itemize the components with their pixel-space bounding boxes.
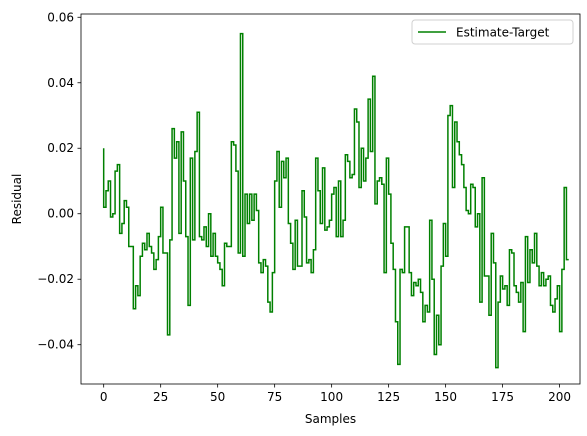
legend-box — [411, 19, 574, 45]
x-axis-label: Samples — [305, 412, 356, 426]
y-axis-label: Residual — [10, 174, 24, 225]
x-tick-label: 100 — [320, 390, 343, 404]
series-line-0 — [102, 32, 569, 369]
x-tick-label: 125 — [377, 390, 400, 404]
legend: Estimate-Target — [411, 19, 574, 45]
y-tick-label: 0.04 — [47, 76, 74, 90]
plot-content — [102, 32, 569, 369]
y-tick-label: −0.04 — [37, 338, 74, 352]
x-tick-label: 25 — [153, 390, 168, 404]
x-tick-label: 75 — [267, 390, 282, 404]
x-tick-label: 200 — [548, 390, 571, 404]
y-tick-label: 0.06 — [47, 10, 74, 24]
y-tick-label: −0.02 — [37, 272, 74, 286]
x-tick-label: 0 — [100, 390, 108, 404]
legend-label: Estimate-Target — [456, 26, 550, 40]
plot-frame — [80, 13, 581, 385]
y-tick-label: 0.02 — [47, 141, 74, 155]
axis-ticks: 0 25 50 75 100 125 150 175 200 −0.04 −0.02 0.00 0.02… — [37, 10, 571, 404]
x-tick-label: 150 — [434, 390, 457, 404]
y-tick-label: 0.00 — [47, 207, 74, 221]
x-tick-label: 175 — [491, 390, 514, 404]
x-tick-label: 50 — [210, 390, 225, 404]
